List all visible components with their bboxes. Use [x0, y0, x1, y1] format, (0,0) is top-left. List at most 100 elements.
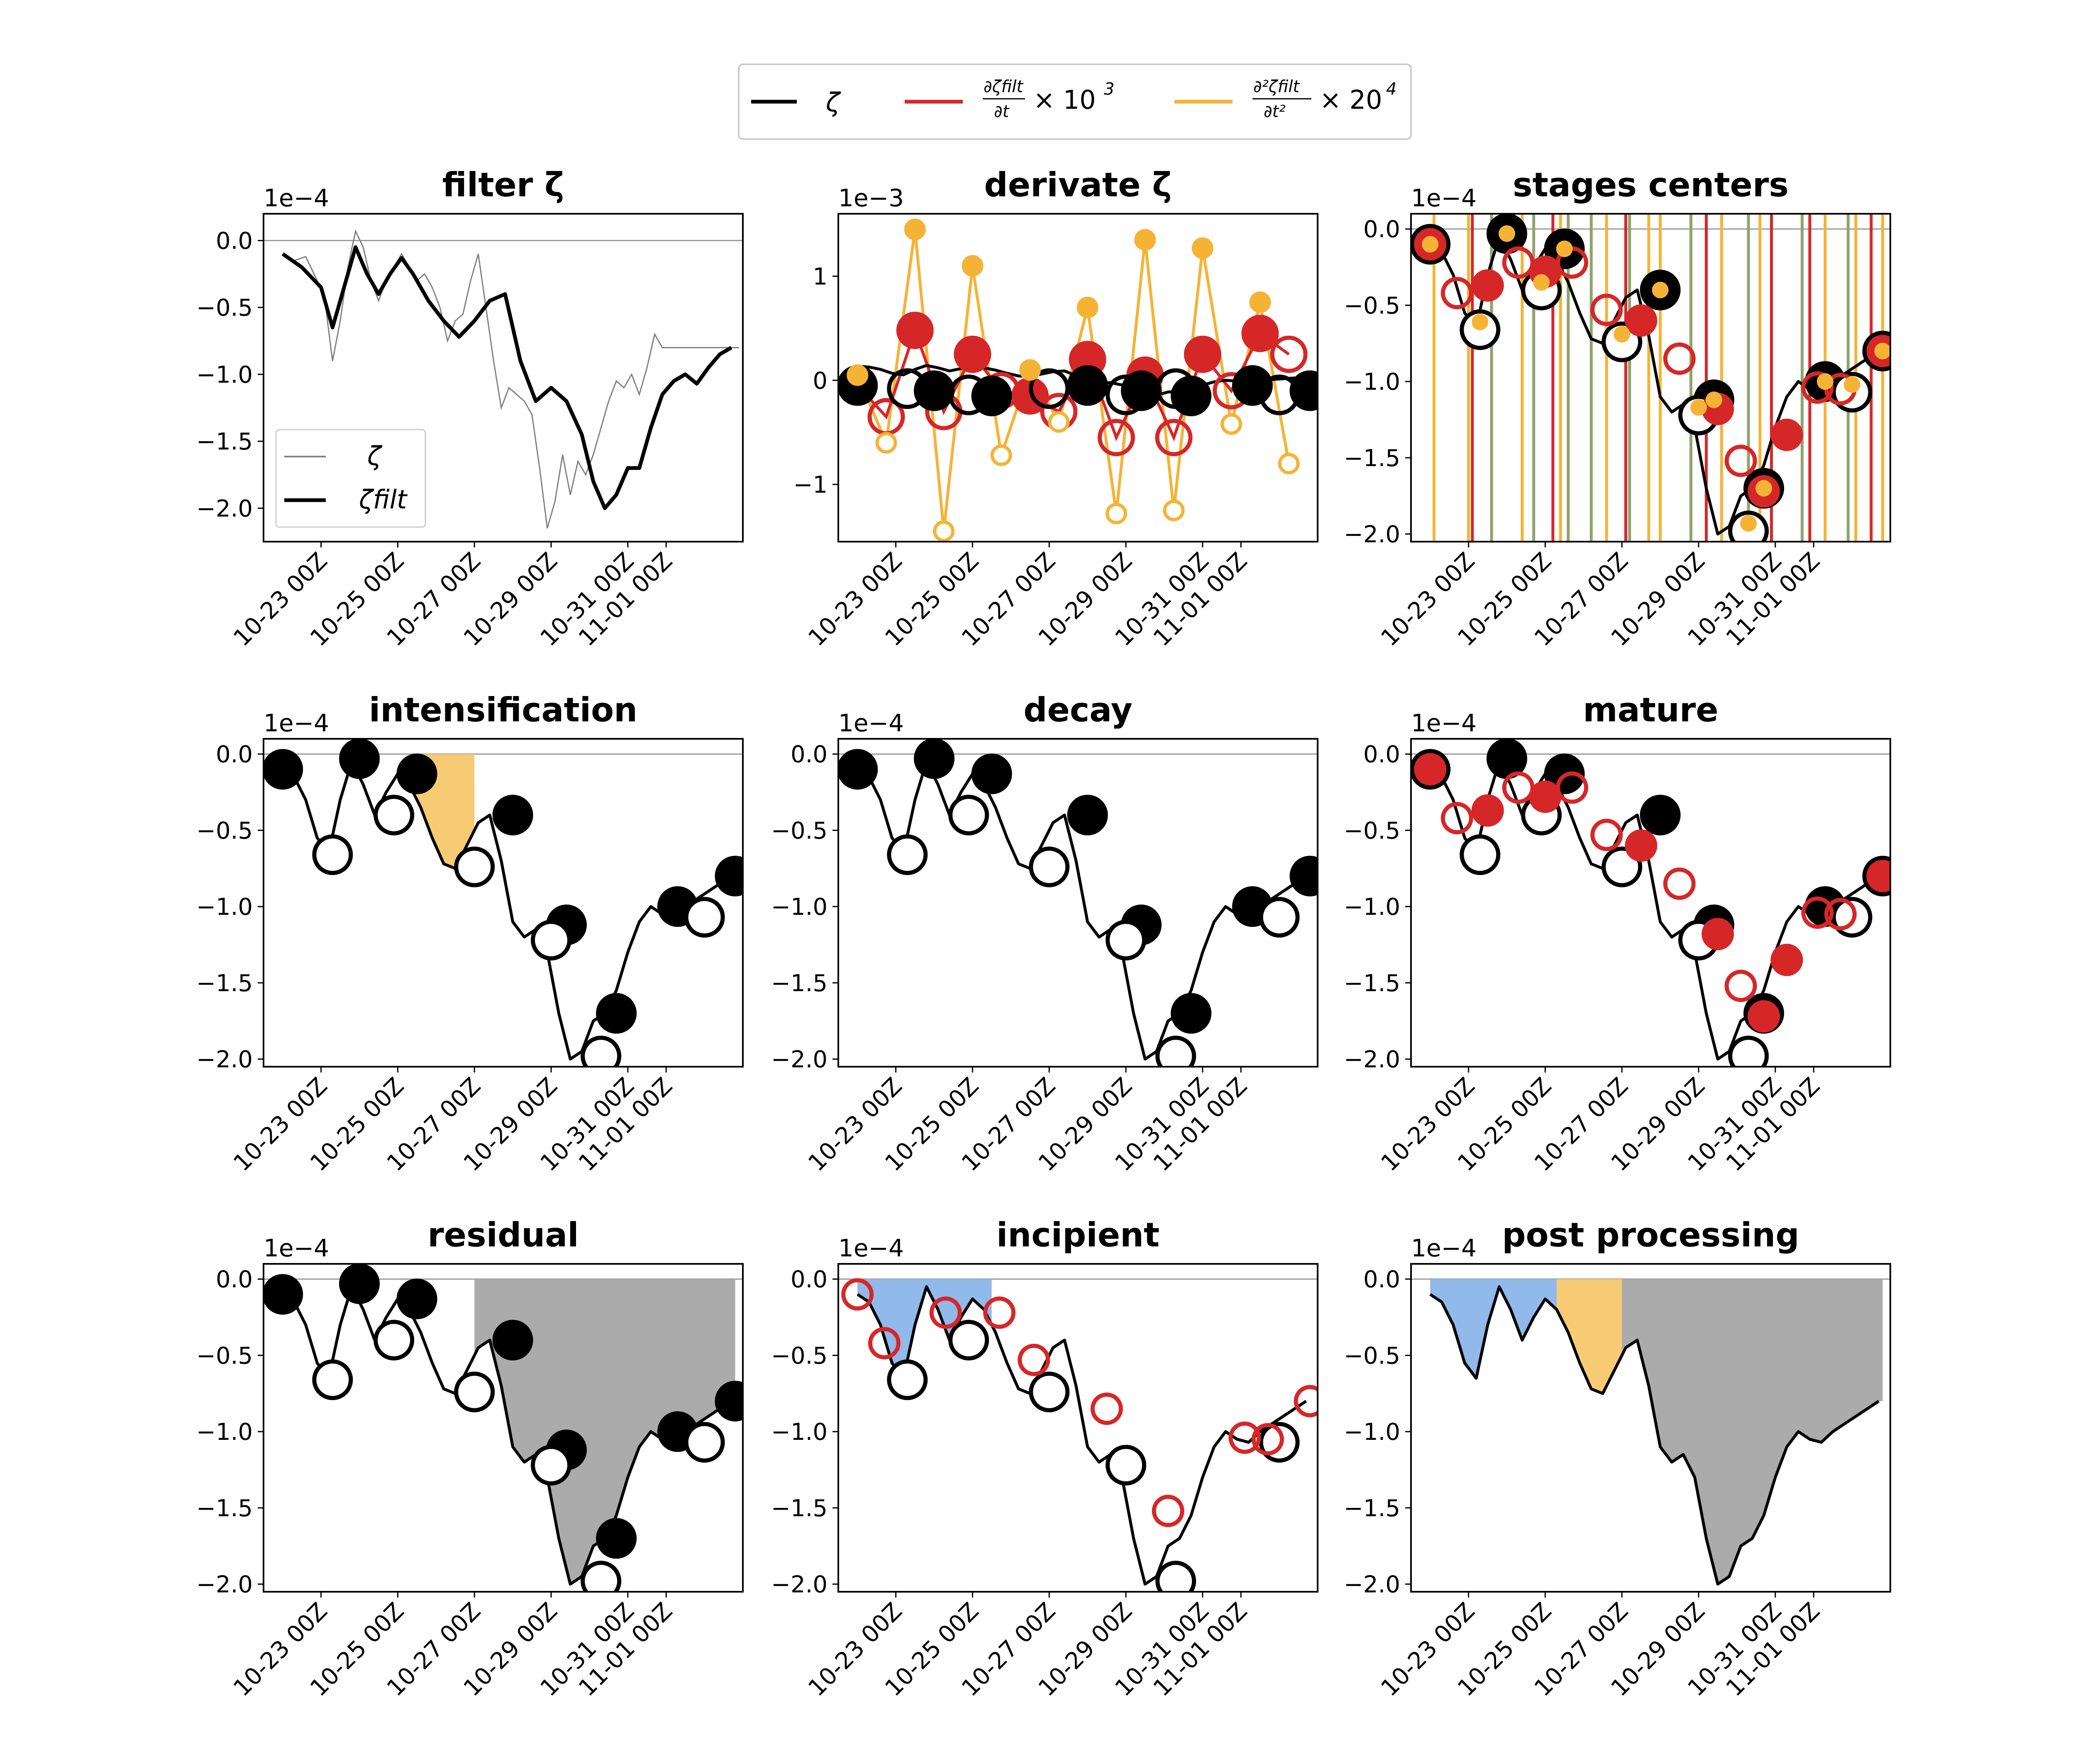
panel-title: stages centers [1513, 166, 1789, 204]
zeta-min-point [948, 1319, 989, 1361]
d2-point [1740, 515, 1757, 532]
zeta-min-point [531, 920, 571, 961]
plot-area [264, 739, 743, 1067]
plot-area [264, 1264, 743, 1592]
d2-point [1105, 503, 1127, 525]
d1-point [1097, 419, 1135, 457]
y-tick-label: −1.5 [196, 428, 253, 455]
axes-frame [263, 1263, 744, 1593]
y-tick-label: 0.0 [1363, 216, 1400, 243]
d2-point [1755, 480, 1772, 497]
d2-point [1652, 281, 1669, 298]
post-residual-fill [1622, 1279, 1883, 1584]
plot-area [838, 739, 1318, 1067]
d1-point [1724, 445, 1757, 477]
panel-title: filter ζ [442, 166, 564, 204]
post-intensification-fill [1557, 1279, 1622, 1394]
d2-point [1221, 413, 1243, 435]
d2-point [1499, 225, 1515, 242]
panels: ζ ζfilt 0.0−0.5−1.0−1.5−2.010-23 00Z10-25 … [196, 166, 1891, 1702]
y-tick-label: −0.5 [1344, 1342, 1400, 1369]
zeta-min-point [1460, 834, 1501, 875]
y-tick-label: −1.0 [1344, 894, 1400, 921]
y-tick-label: −2.0 [771, 1571, 828, 1598]
d1-point [1018, 1344, 1050, 1376]
y-tick-label: 0.0 [216, 1266, 253, 1293]
legend-d2-den: ∂t² [1264, 102, 1285, 121]
zeta-min-point [1155, 1036, 1196, 1067]
zeta-max-point [1067, 794, 1108, 836]
d1-point [983, 1296, 1016, 1329]
legend-filt-label: ζfilt [359, 484, 408, 515]
y-tick-label: −1 [793, 472, 828, 498]
legend-d2-num: ∂²ζfilt [1253, 77, 1300, 96]
axes-frame [1410, 213, 1891, 542]
plot-area [1411, 214, 1890, 542]
y-tick-label: −1.5 [771, 970, 828, 997]
y-tick-label: 0.0 [791, 1266, 828, 1293]
y-tick-label: −1.5 [1344, 445, 1400, 472]
d1-point [1502, 771, 1535, 804]
d1-point [1155, 419, 1193, 457]
legend-zeta-label: ζ [825, 87, 841, 117]
plot-area [264, 229, 743, 529]
d2-point [1249, 291, 1271, 313]
zeta-min-point [684, 1422, 725, 1463]
d2-point [933, 520, 955, 542]
axis-multiplier: 1e−4 [1411, 184, 1477, 212]
panel-title: derivate ζ [984, 166, 1172, 204]
legend-raw-label: ζ [367, 441, 383, 471]
zeta-raw-line [282, 229, 739, 529]
d1-point [1440, 802, 1473, 835]
zeta-min-point [948, 374, 989, 415]
zeta-min-point [531, 1445, 571, 1486]
legend-d2-exp: 4 [1386, 80, 1396, 99]
d2-point [1077, 296, 1099, 318]
axes-frame [263, 213, 744, 542]
zeta-max-point [971, 753, 1012, 794]
axis-multiplier: 1e−4 [264, 1234, 329, 1262]
y-tick-label: −1.0 [196, 362, 253, 388]
d1-point [1625, 304, 1658, 337]
d1-point [1625, 829, 1658, 862]
axis-multiplier: 1e−4 [264, 709, 329, 737]
d2-point [1556, 240, 1573, 257]
y-tick-label: −1.0 [196, 894, 253, 921]
d1-point [1866, 860, 1890, 892]
zeta-min-point [1728, 1036, 1769, 1067]
zeta-min-point [374, 1319, 415, 1361]
d2-point [1874, 342, 1890, 359]
zeta-min-point [312, 834, 353, 875]
zeta-max-point [396, 753, 437, 794]
zeta-min-point [581, 1561, 622, 1592]
d1-point [1724, 970, 1757, 1002]
zeta-max-point [339, 1264, 380, 1304]
axis-multiplier: 1e−4 [264, 184, 329, 212]
zeta-min-point [1106, 374, 1146, 415]
d2-point [1533, 274, 1550, 291]
zeta-max-point [339, 739, 380, 779]
d1-point [1529, 780, 1562, 813]
zeta-min-point [1106, 920, 1146, 961]
d1-point [1471, 269, 1504, 302]
axis-multiplier: 1e−4 [1411, 1234, 1477, 1262]
zeta-max-point [1640, 794, 1681, 836]
plot-area [838, 218, 1318, 542]
zeta-min-point [1259, 897, 1300, 938]
legend-d1-suffix: × 10 [1033, 85, 1096, 115]
zeta-min-point [948, 794, 989, 836]
post-incipient-fill [1430, 1279, 1557, 1378]
d1-point [1801, 371, 1834, 404]
d1-point [1801, 896, 1834, 929]
axes-frame [837, 1263, 1318, 1593]
zeta-max-point [1067, 365, 1108, 406]
d2-point [1422, 236, 1439, 253]
zeta-filt-line [281, 245, 732, 510]
zeta-max-point [396, 1278, 437, 1319]
axes-frame [1410, 738, 1891, 1068]
axes-frame [263, 738, 744, 1068]
d1-point [1294, 1385, 1318, 1417]
d2-point [1614, 326, 1631, 343]
